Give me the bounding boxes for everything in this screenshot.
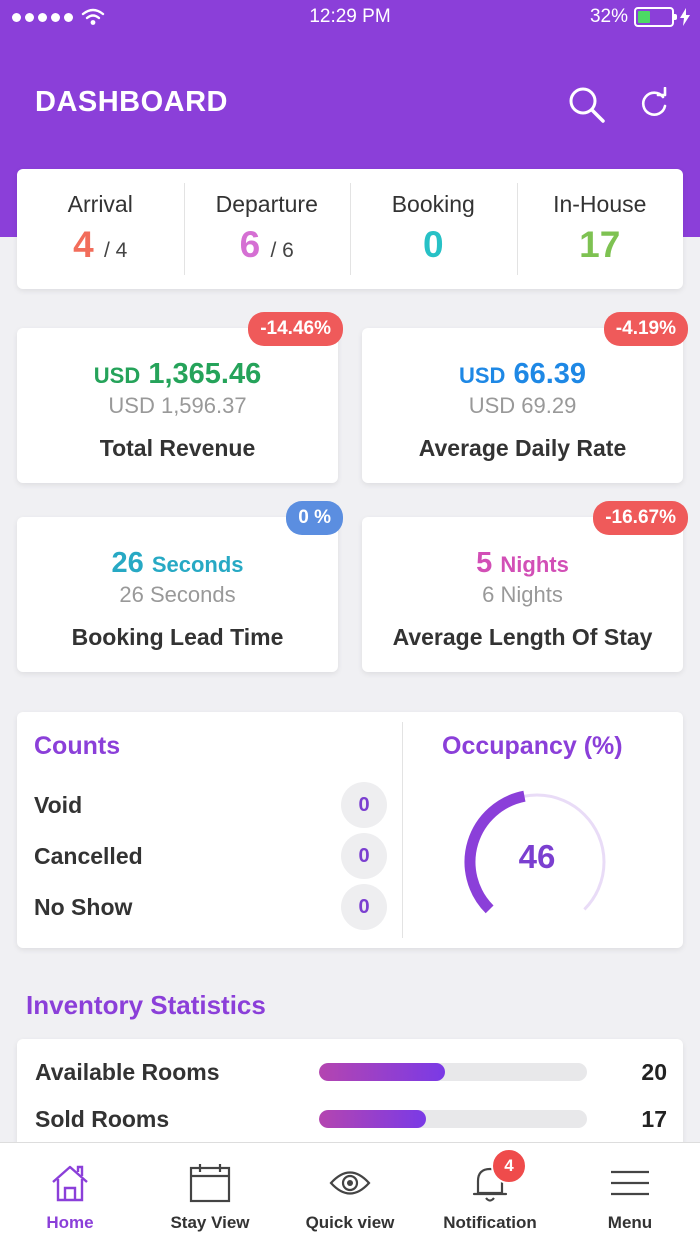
los-value: 5 xyxy=(476,547,493,579)
booking-label: Booking xyxy=(391,191,475,217)
booking-lead-time-card[interactable]: 0 % 26 Seconds 26 Seconds Booking Lead T… xyxy=(17,501,343,672)
inventory-title: Inventory Statistics xyxy=(26,990,266,1020)
in-house-label: In-House xyxy=(553,191,647,217)
tab-quick-view-label: Quick view xyxy=(305,1213,395,1232)
count-value: 0 xyxy=(341,833,387,879)
adr-value: 66.39 xyxy=(513,358,587,390)
tab-menu-label: Menu xyxy=(607,1213,653,1232)
notification-count-badge: 4 xyxy=(491,1148,527,1184)
occupancy-title: Occupancy (%) xyxy=(442,732,623,760)
total-revenue-card[interactable]: -14.46% USD 1,365.46 USD 1,596.37 Total … xyxy=(17,312,343,483)
bell-icon xyxy=(420,1161,560,1205)
revenue-previous: USD 1,596.37 xyxy=(108,393,247,418)
average-daily-rate-card[interactable]: -4.19% USD 66.39 USD 69.29 Average Daily… xyxy=(362,312,688,483)
inventory-bar-fill xyxy=(319,1063,445,1081)
wifi-icon xyxy=(81,8,105,25)
departure-value: 6 xyxy=(239,224,261,265)
adr-label: Average Daily Rate xyxy=(418,435,627,461)
revenue-value: 1,365.46 xyxy=(148,358,262,390)
count-row-no-show[interactable]: No Show 0 xyxy=(34,884,387,930)
inventory-bar xyxy=(319,1110,587,1128)
revenue-unit: USD xyxy=(93,363,141,388)
search-icon[interactable] xyxy=(566,84,606,124)
count-label: No Show xyxy=(34,893,133,920)
status-bar: 12:29 PM 32% xyxy=(0,0,700,36)
tab-stay-view-label: Stay View xyxy=(170,1213,250,1232)
booking-value: 0 xyxy=(422,224,444,265)
inventory-label: Sold Rooms xyxy=(35,1105,170,1132)
inventory-label: Available Rooms xyxy=(35,1058,220,1085)
in-house-stat[interactable]: In-House 17 xyxy=(516,169,684,289)
arrival-stat[interactable]: Arrival 4 / 4 xyxy=(17,169,184,289)
departure-total: / 6 xyxy=(270,239,294,262)
departure-label: Departure xyxy=(215,191,318,217)
bottom-tab-bar: Home Stay View Quick view xyxy=(0,1142,700,1244)
battery-icon xyxy=(634,7,677,27)
tab-notification-label: Notification xyxy=(443,1213,537,1232)
revenue-label: Total Revenue xyxy=(99,435,256,461)
inventory-value: 20 xyxy=(641,1058,667,1085)
inventory-card: Available Rooms 20 Sold Rooms 17 xyxy=(17,1039,683,1159)
count-row-cancelled[interactable]: Cancelled 0 xyxy=(34,833,387,879)
home-icon xyxy=(0,1161,140,1205)
revenue-change-badge: -14.46% xyxy=(248,312,343,346)
inventory-row-sold: Sold Rooms 17 xyxy=(35,1104,667,1134)
lead-time-unit: Seconds xyxy=(151,552,244,577)
tab-home[interactable]: Home xyxy=(0,1143,140,1244)
tab-home-label: Home xyxy=(46,1213,94,1232)
booking-stat[interactable]: Booking 0 xyxy=(350,169,517,289)
page-title: DASHBOARD xyxy=(35,86,228,118)
los-unit: Nights xyxy=(500,552,569,577)
count-value: 0 xyxy=(341,884,387,930)
los-change-badge: -16.67% xyxy=(593,501,688,535)
occupancy-gauge: 46 xyxy=(457,782,617,942)
departure-stat[interactable]: Departure 6 / 6 xyxy=(183,169,351,289)
arrival-value: 4 xyxy=(73,224,94,265)
lead-time-label: Booking Lead Time xyxy=(71,624,284,650)
lead-time-change-badge: 0 % xyxy=(286,501,343,535)
count-label: Cancelled xyxy=(34,842,143,869)
inventory-value: 17 xyxy=(641,1105,667,1132)
tab-stay-view[interactable]: Stay View xyxy=(140,1143,280,1244)
los-previous: 6 Nights xyxy=(482,582,563,607)
charging-icon xyxy=(680,8,690,26)
los-label: Average Length Of Stay xyxy=(392,624,653,650)
arrival-total: / 4 xyxy=(104,239,128,262)
count-value: 0 xyxy=(341,782,387,828)
tab-menu[interactable]: Menu xyxy=(560,1143,700,1244)
count-label: Void xyxy=(34,791,83,818)
signal-indicator xyxy=(12,8,105,26)
refresh-icon[interactable] xyxy=(634,84,674,124)
calendar-icon xyxy=(140,1161,280,1205)
lead-time-previous: 26 Seconds xyxy=(119,582,236,607)
occupancy-value: 46 xyxy=(518,838,556,875)
adr-previous: USD 69.29 xyxy=(468,393,577,418)
adr-change-badge: -4.19% xyxy=(603,312,688,346)
tab-quick-view[interactable]: Quick view xyxy=(280,1143,420,1244)
in-house-value: 17 xyxy=(579,224,621,265)
menu-icon xyxy=(560,1161,700,1205)
status-time: 12:29 PM xyxy=(309,6,391,27)
count-row-void[interactable]: Void 0 xyxy=(34,782,387,828)
adr-unit: USD xyxy=(458,363,506,388)
inventory-bar xyxy=(319,1063,587,1081)
battery-status: 32% xyxy=(590,6,690,28)
tab-notification[interactable]: 4 Notification xyxy=(420,1143,560,1244)
battery-percent: 32% xyxy=(589,6,628,27)
lead-time-value: 26 xyxy=(111,547,144,579)
occupancy-gauge-fill xyxy=(464,790,526,914)
arrival-label: Arrival xyxy=(67,191,133,217)
eye-icon xyxy=(280,1161,420,1205)
inventory-bar-fill xyxy=(319,1110,427,1128)
counts-title: Counts xyxy=(34,732,121,760)
length-of-stay-card[interactable]: -16.67% 5 Nights 6 Nights Average Length… xyxy=(362,501,688,672)
summary-card: Arrival 4 / 4 Departure 6 / 6 Booking 0 … xyxy=(17,169,683,289)
inventory-row-available: Available Rooms 20 xyxy=(35,1057,667,1087)
counts-occupancy-card: Counts Void 0 Cancelled 0 No Show 0 Occu… xyxy=(17,712,683,948)
